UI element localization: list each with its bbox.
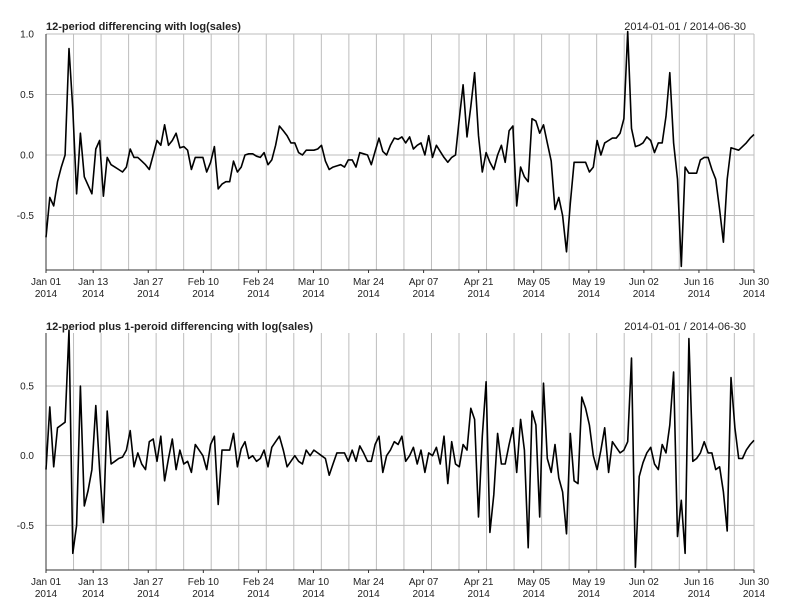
x-tick-label: Jun 16 <box>684 277 714 288</box>
x-tick-label: Jun 02 <box>629 277 659 288</box>
x-tick-label: Jan 01 <box>31 577 61 588</box>
x-tick-label: Feb 24 <box>243 577 275 588</box>
x-tick-label: Jan 27 <box>133 277 163 288</box>
x-tick-year: 2014 <box>302 589 325 600</box>
chart-panel-2: 12-period plus 1-peroid differencing wit… <box>17 321 770 600</box>
x-tick-year: 2014 <box>82 589 105 600</box>
x-tick-year: 2014 <box>192 589 215 600</box>
chart-title: 12-period plus 1-peroid differencing wit… <box>46 321 313 333</box>
x-tick-label: Jun 30 <box>739 577 769 588</box>
x-tick-label: May 19 <box>572 277 605 288</box>
x-tick-year: 2014 <box>192 289 215 300</box>
y-tick-label: 0.0 <box>20 451 34 462</box>
chart-title: 12-period differencing with log(sales) <box>46 21 241 33</box>
x-tick-label: Jan 01 <box>31 277 61 288</box>
x-tick-year: 2014 <box>82 289 105 300</box>
x-tick-year: 2014 <box>137 289 160 300</box>
y-tick-label: 0.0 <box>20 151 34 162</box>
x-tick-year: 2014 <box>137 589 160 600</box>
x-tick-label: Jan 27 <box>133 577 163 588</box>
chart-date-range: 2014-01-01 / 2014-06-30 <box>624 21 746 33</box>
y-tick-label: 0.5 <box>20 90 34 101</box>
x-tick-year: 2014 <box>523 589 546 600</box>
x-tick-year: 2014 <box>688 289 711 300</box>
x-tick-label: Feb 10 <box>188 277 220 288</box>
x-tick-label: Jan 13 <box>78 577 108 588</box>
x-tick-year: 2014 <box>468 289 491 300</box>
x-tick-year: 2014 <box>743 589 766 600</box>
x-tick-year: 2014 <box>357 589 380 600</box>
x-tick-year: 2014 <box>578 289 601 300</box>
chart-panel-1: 12-period differencing with log(sales) 20… <box>17 21 770 300</box>
x-tick-year: 2014 <box>412 289 435 300</box>
x-tick-year: 2014 <box>578 589 601 600</box>
x-tick-year: 2014 <box>357 289 380 300</box>
chart-date-range: 2014-01-01 / 2014-06-30 <box>624 321 746 333</box>
x-tick-label: Apr 07 <box>409 277 439 288</box>
x-tick-year: 2014 <box>35 589 58 600</box>
x-tick-year: 2014 <box>412 589 435 600</box>
y-tick-label: 0.5 <box>20 381 34 392</box>
y-tick-label: -0.5 <box>17 211 35 222</box>
x-tick-year: 2014 <box>633 289 656 300</box>
x-tick-label: Mar 10 <box>298 277 330 288</box>
x-tick-label: Mar 10 <box>298 577 330 588</box>
x-tick-label: Apr 07 <box>409 577 439 588</box>
series-line <box>45 329 755 569</box>
x-tick-label: Jan 13 <box>78 277 108 288</box>
x-tick-label: Apr 21 <box>464 277 494 288</box>
x-tick-label: May 05 <box>517 277 550 288</box>
y-tick-label: 1.0 <box>20 30 34 41</box>
x-tick-label: Mar 24 <box>353 577 385 588</box>
x-tick-year: 2014 <box>743 289 766 300</box>
x-tick-year: 2014 <box>247 289 270 300</box>
x-tick-year: 2014 <box>688 589 711 600</box>
x-tick-year: 2014 <box>302 289 325 300</box>
x-tick-year: 2014 <box>468 589 491 600</box>
x-tick-label: Feb 10 <box>188 577 220 588</box>
x-tick-label: May 19 <box>572 577 605 588</box>
x-tick-year: 2014 <box>247 589 270 600</box>
y-tick-label: -0.5 <box>17 521 35 532</box>
x-tick-label: Jun 30 <box>739 277 769 288</box>
x-tick-label: Jun 02 <box>629 577 659 588</box>
x-tick-label: Mar 24 <box>353 277 385 288</box>
x-tick-year: 2014 <box>633 589 656 600</box>
x-tick-label: May 05 <box>517 577 550 588</box>
x-tick-year: 2014 <box>523 289 546 300</box>
x-tick-label: Jun 16 <box>684 577 714 588</box>
x-tick-label: Feb 24 <box>243 277 275 288</box>
series-line <box>45 30 755 268</box>
x-tick-year: 2014 <box>35 289 58 300</box>
x-tick-label: Apr 21 <box>464 577 494 588</box>
